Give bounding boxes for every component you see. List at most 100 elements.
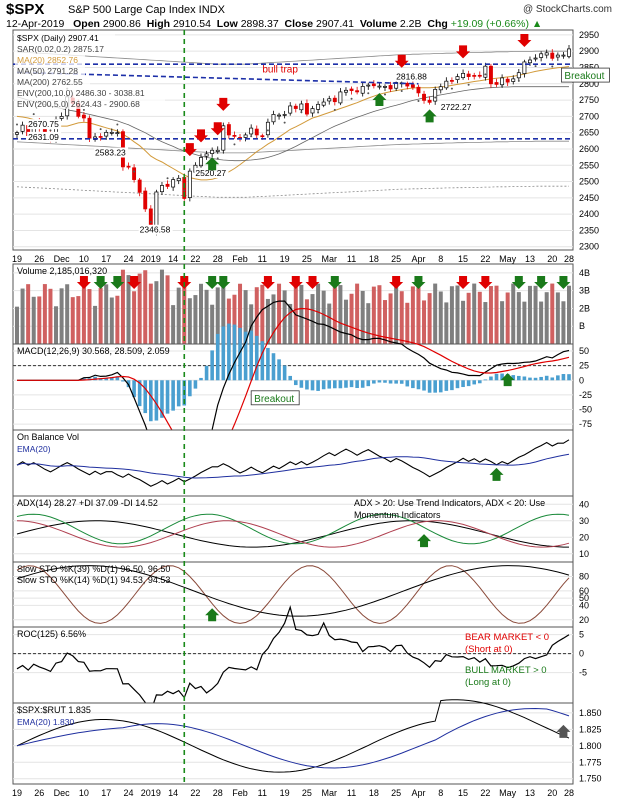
price-axis-tick-label: 2950	[579, 30, 599, 40]
volume-bar	[511, 283, 516, 344]
volume-bar	[187, 298, 192, 344]
macd-histogram-bar	[260, 341, 265, 381]
volume-bar	[265, 298, 270, 344]
candle-body	[522, 61, 527, 74]
candle-body	[388, 85, 393, 90]
volume-bar	[59, 288, 64, 344]
x-axis-label-bottom: 28	[213, 788, 223, 798]
quote-line: 12-Apr-2019 Open 2900.86 High 2910.54 Lo…	[6, 18, 543, 30]
macd-histogram-bar	[243, 331, 248, 381]
x-axis-label-top: May	[499, 254, 517, 264]
macd-histogram-bar	[388, 380, 393, 384]
candle-body	[472, 75, 477, 77]
quote-date: 12-Apr-2019	[6, 18, 65, 30]
macd-histogram-bar	[238, 327, 242, 381]
volume-bar	[410, 286, 415, 344]
x-axis-label-bottom: 25	[391, 788, 401, 798]
volume-bar	[533, 285, 538, 344]
x-axis-label-bottom: 14	[168, 788, 178, 798]
candle-body	[87, 117, 92, 139]
macd-histogram-bar	[438, 380, 443, 393]
green-down-arrow-icon	[327, 276, 342, 289]
candle-body	[516, 72, 521, 79]
x-axis-label-top: 25	[302, 254, 312, 264]
volume-bar	[126, 275, 131, 344]
volume-bar	[132, 291, 137, 344]
candle-body	[483, 65, 488, 78]
envelope-10-lower	[16, 185, 569, 198]
volume-bar	[104, 284, 109, 344]
price-label: 2520.27	[195, 168, 226, 178]
x-axis-label-bottom: Mar	[321, 788, 337, 798]
candle-body	[383, 86, 387, 88]
macd-histogram-bar	[188, 380, 192, 397]
volume-bar	[505, 292, 510, 344]
slow-sto-14-line	[16, 565, 570, 624]
green-up-arrow-icon	[489, 467, 504, 481]
sar-dot	[49, 129, 52, 132]
bull-trap-annotation: bull trap	[262, 65, 298, 76]
adx-note-line-2: Momentum Indicators	[354, 510, 441, 520]
price-label: 2816.88	[396, 72, 427, 82]
macd-histogram-bar	[171, 380, 175, 411]
sar-dot	[99, 128, 102, 131]
volume-bar	[182, 284, 187, 344]
red-down-arrow-icon	[194, 129, 208, 143]
green-down-arrow-icon	[205, 276, 220, 289]
candle-body	[293, 105, 298, 109]
legend-bg	[15, 54, 85, 65]
price-label-bg	[439, 102, 474, 113]
green-down-arrow-icon	[534, 276, 549, 289]
ratio-axis-tick-label: 1.800	[579, 741, 602, 751]
price-label: 2583.23	[95, 148, 126, 158]
volume-bar	[550, 283, 555, 344]
x-axis-label-top: 15	[458, 254, 468, 264]
price-axis-tick-label: 2900	[579, 46, 599, 56]
macd-histogram-bar	[305, 380, 309, 390]
volume-bar	[399, 291, 404, 344]
volume-bar	[159, 269, 164, 344]
macd-histogram-bar	[433, 380, 437, 393]
macd-breakout-annotation: Breakout	[254, 394, 294, 405]
price-axis-tick-label: 2450	[579, 193, 599, 203]
sar-dot	[517, 79, 520, 82]
volume-bar	[54, 306, 59, 344]
x-axis-label-bottom: 24	[124, 788, 134, 798]
volume-bar	[366, 303, 371, 344]
macd-panel	[12, 343, 574, 431]
candle-body	[332, 97, 337, 103]
macd-legend: MACD(12,26,9) 30.568, 28.509, 2.059	[17, 346, 170, 356]
volume-bar	[109, 297, 114, 344]
green-down-arrow-icon	[556, 276, 571, 289]
volume-bar	[567, 285, 571, 344]
candle-body	[104, 131, 109, 137]
green-up-arrow-icon	[372, 93, 387, 107]
x-axis-label-bottom: 17	[101, 788, 111, 798]
x-axis-label-top: 14	[168, 254, 178, 264]
obv-legend: On Balance Vol	[17, 432, 79, 442]
macd-histogram-bar	[405, 380, 410, 387]
candle-body	[338, 91, 343, 104]
volume-bar	[422, 300, 427, 344]
volume-bar	[148, 283, 153, 344]
quote-volume: 2.2B	[399, 18, 422, 30]
price-label-bg	[194, 168, 229, 179]
candle-body	[550, 52, 555, 59]
candle-body	[349, 88, 354, 91]
volume-bar	[466, 292, 471, 344]
candle-body	[344, 89, 348, 93]
x-axis-label-top: 11	[347, 254, 356, 264]
red-down-arrow-icon	[456, 276, 471, 289]
quote-open: 2900.86	[102, 18, 141, 30]
green-down-arrow-icon	[411, 276, 426, 289]
volume-bar	[461, 300, 466, 344]
macd-histogram-bar	[232, 324, 237, 381]
candle-body	[226, 124, 231, 136]
volume-tick-label: B	[579, 321, 585, 331]
macd-histogram-bar	[160, 380, 164, 418]
red-down-arrow-icon	[456, 45, 471, 59]
sar-dot	[16, 123, 18, 126]
volume-bar	[176, 287, 181, 344]
volume-bar	[494, 285, 499, 344]
red-down-arrow-icon	[260, 276, 275, 289]
